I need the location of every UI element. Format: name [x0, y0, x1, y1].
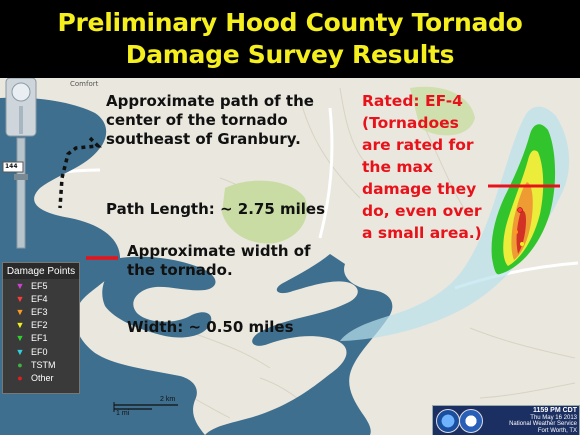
- rating-line-2: (Tornadoes: [362, 114, 459, 132]
- damage-point-ef3[interactable]: [514, 230, 518, 234]
- scale-lines: [113, 402, 178, 412]
- slide-title: Preliminary Hood County Tornado Damage S…: [0, 0, 580, 78]
- legend-items: ▼ EF5 ▼ EF4 ▼ EF3 ▼ EF2 ▼ EF1 ▼ EF0 ● TSTM ● Other: [3, 279, 79, 385]
- rating-line-3: are rated for: [362, 136, 474, 154]
- path-description-line-3: southeast of Granbury.: [106, 130, 301, 148]
- legend-marker-icon: ▼: [15, 346, 25, 357]
- rating-line-6: do, even over: [362, 202, 482, 220]
- path-ef4-zone: [516, 210, 526, 254]
- nws-date: Thu May 16 2013: [530, 414, 577, 421]
- legend-label: TSTM: [31, 359, 56, 370]
- legend-label: EF5: [31, 280, 48, 291]
- map-nav-control[interactable]: [5, 78, 37, 137]
- path-description-line-1: Approximate path of the: [106, 92, 314, 110]
- rating-line-7: a small area.): [362, 224, 482, 242]
- path-symbol-dotted: [58, 136, 102, 209]
- nws-info: 1159 PM CDT Thu May 16 2013 National Wea…: [481, 407, 577, 434]
- width-description: Approximate width of the tornado.: [127, 242, 311, 280]
- damage-point-ef2[interactable]: [520, 242, 524, 246]
- path-description-line-2: center of the tornado: [106, 111, 288, 129]
- legend-marker-icon: ▼: [15, 280, 25, 291]
- rating-note: Rated: EF-4 (Tornadoes are rated for the…: [362, 90, 522, 244]
- width-description-line-2: the tornado.: [127, 261, 233, 279]
- legend-title: Damage Points: [3, 263, 79, 279]
- path-description: Approximate path of the center of the to…: [106, 92, 314, 149]
- map-zoom-slider[interactable]: [14, 137, 28, 249]
- title-line-1: Preliminary Hood County Tornado: [57, 8, 523, 37]
- legend-item-ef5: ▼ EF5: [3, 279, 79, 292]
- legend-label: Other: [31, 372, 54, 383]
- legend-item-ef4: ▼ EF4: [3, 292, 79, 305]
- route-number: 144: [5, 163, 18, 170]
- legend-marker-icon: ▼: [15, 320, 25, 331]
- legend-label: EF0: [31, 346, 48, 357]
- nws-office: National Weather Service: [509, 421, 577, 428]
- map-scale-bar: 2 km 1 mi: [112, 396, 182, 420]
- legend-marker-icon: ▼: [15, 333, 25, 344]
- damage-point-ef4[interactable]: [517, 207, 523, 213]
- route-shield: [2, 161, 24, 173]
- rating-line-1: Rated: EF-4: [362, 92, 463, 110]
- path-outer-envelope: [340, 106, 570, 342]
- legend-label: EF3: [31, 306, 48, 317]
- nws-time: 1159 PM CDT: [533, 407, 577, 414]
- legend-item-other: ● Other: [3, 371, 79, 384]
- legend-label: EF2: [31, 320, 48, 331]
- legend-item-ef0: ▼ EF0: [3, 345, 79, 358]
- map-view[interactable]: [0, 78, 580, 435]
- legend-item-tstm: ● TSTM: [3, 358, 79, 371]
- noaa-logo-icon: [436, 409, 460, 433]
- rating-line-4: the max: [362, 158, 433, 176]
- park-area-2: [410, 86, 475, 136]
- legend-label: EF4: [31, 293, 48, 304]
- legend-item-ef3: ▼ EF3: [3, 305, 79, 318]
- tornado-damage-path: [340, 106, 570, 342]
- rating-line-5: damage they: [362, 180, 477, 198]
- legend-item-ef2: ▼ EF2: [3, 319, 79, 332]
- legend-marker-icon: ▼: [15, 306, 25, 317]
- legend-marker-icon: ▼: [15, 293, 25, 304]
- park-area: [222, 180, 307, 244]
- nws-logo-icon: [459, 409, 483, 433]
- nws-location: Fort Worth, TX: [537, 427, 577, 434]
- damage-points-legend: Damage Points ▼ EF5 ▼ EF4 ▼ EF3 ▼ EF2 ▼ EF1 ▼ EF0 ● T…: [2, 262, 80, 394]
- nws-badge: 1159 PM CDT Thu May 16 2013 National Wea…: [432, 405, 580, 435]
- place-label-comfort: Comfort: [70, 80, 99, 88]
- width-value: Width: ~ 0.50 miles: [127, 318, 294, 336]
- legend-marker-icon: ●: [17, 359, 23, 370]
- title-line-2: Damage Survey Results: [125, 40, 455, 69]
- legend-item-ef1: ▼ EF1: [3, 332, 79, 345]
- map-canvas[interactable]: [0, 78, 580, 435]
- legend-marker-icon: ●: [17, 372, 23, 383]
- width-description-line-1: Approximate width of: [127, 242, 311, 260]
- scale-km-label: 2 km: [160, 396, 176, 403]
- legend-label: EF1: [31, 333, 48, 344]
- path-length: Path Length: ~ 2.75 miles: [106, 200, 326, 218]
- scale-mi-label: 1 mi: [116, 410, 130, 417]
